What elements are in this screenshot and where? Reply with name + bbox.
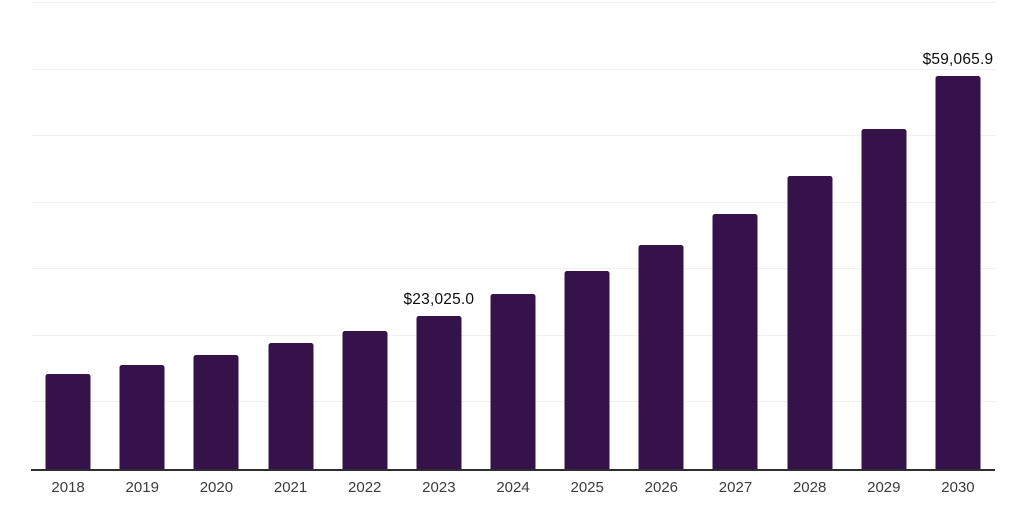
x-axis-label-2029: 2029	[867, 479, 901, 496]
bar-value-label-2023: $23,025.0	[403, 290, 475, 308]
gridline-30000	[31, 268, 995, 270]
bar-group-2026	[624, 3, 698, 469]
bar-2019[interactable]	[119, 364, 165, 469]
x-axis-label-2018: 2018	[51, 479, 85, 496]
bar-group-2022	[328, 3, 402, 469]
x-axis-label-2022: 2022	[348, 479, 382, 496]
bar-group-2028	[773, 3, 847, 469]
x-axis-label-2028: 2028	[792, 479, 827, 496]
bar-group-2020	[179, 3, 253, 469]
bar-group-2024	[476, 3, 550, 469]
bar-group-2025	[550, 3, 624, 469]
x-axis-label-2021: 2021	[273, 479, 308, 496]
bar-group-2021	[253, 3, 327, 469]
bar-2026[interactable]	[638, 244, 684, 469]
bar-series: $23,025.0 $59,065.9	[31, 3, 995, 469]
bar-group-2030: $59,065.9	[921, 3, 995, 469]
x-axis-label-2023: 2023	[422, 479, 456, 496]
gridline-40000	[31, 201, 995, 203]
bar-2030[interactable]	[935, 75, 981, 469]
x-axis-label-2020: 2020	[199, 479, 234, 496]
bar-2025[interactable]	[564, 270, 610, 469]
x-axis-label-2024: 2024	[496, 479, 530, 496]
bar-2021[interactable]	[268, 343, 314, 469]
x-axis: 2018 2019 2020 2021 2022 2023 2024 2025 2026 2027…	[31, 479, 995, 496]
bar-2020[interactable]	[193, 354, 239, 469]
bar-2029[interactable]	[861, 128, 907, 469]
plot-area: $23,025.0 $59,065.9	[31, 2, 995, 471]
bar-2028[interactable]	[787, 176, 833, 469]
bar-group-2029	[847, 3, 921, 469]
bar-2024[interactable]	[490, 294, 536, 469]
bar-group-2018	[31, 3, 105, 469]
bar-group-2027	[698, 3, 772, 469]
bar-2027[interactable]	[712, 214, 758, 469]
gridline-60000	[31, 68, 995, 70]
bar-2023[interactable]	[416, 315, 462, 469]
x-axis-label-2030: 2030	[941, 479, 975, 496]
bar-2022[interactable]	[342, 330, 388, 469]
gridline-50000	[31, 135, 995, 137]
x-axis-label-2019: 2019	[125, 479, 159, 496]
bar-group-2019	[105, 3, 179, 469]
x-axis-label-2027: 2027	[718, 479, 753, 496]
x-axis-label-2026: 2026	[644, 479, 679, 496]
bar-2018[interactable]	[45, 373, 91, 469]
bar-value-label-2030: $59,065.9	[922, 50, 994, 68]
gridline-70000	[31, 2, 995, 3]
bar-group-2023: $23,025.0	[402, 3, 476, 469]
x-axis-label-2025: 2025	[570, 479, 604, 496]
